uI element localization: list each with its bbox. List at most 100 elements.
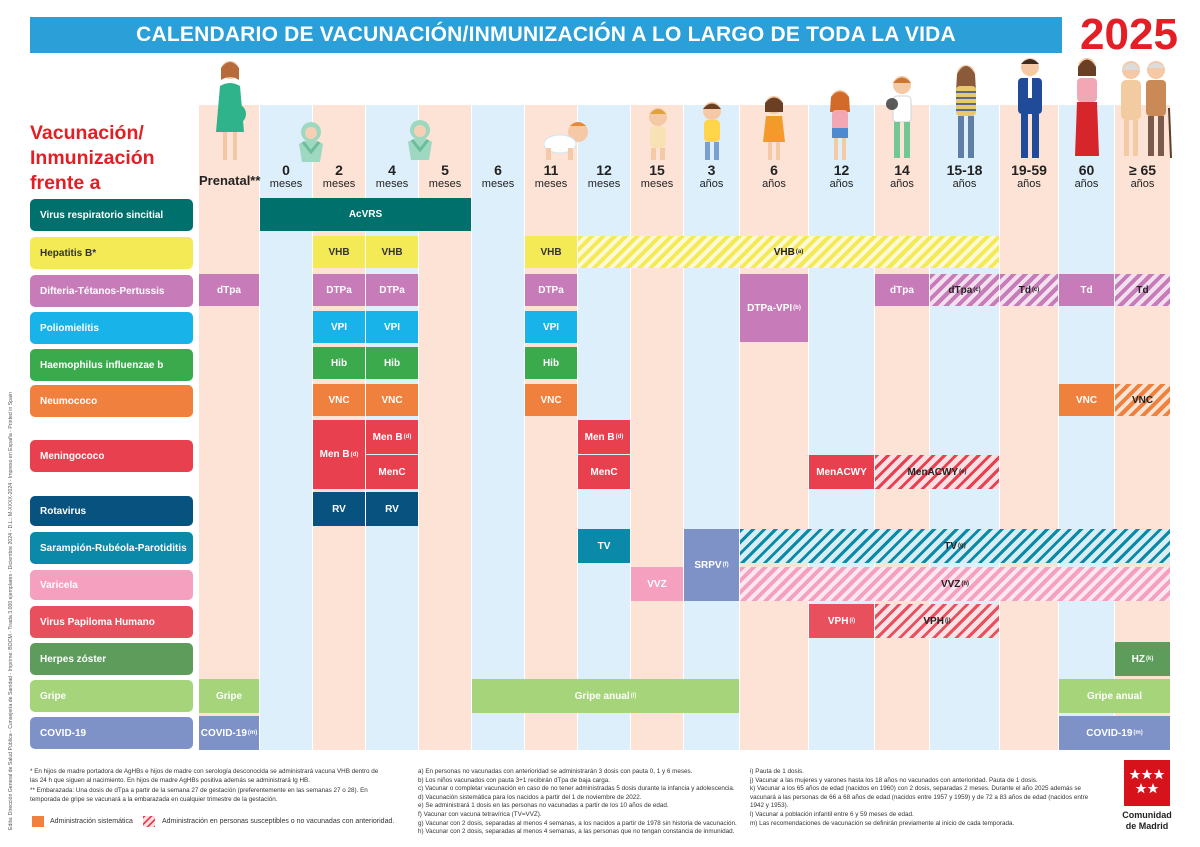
vaccine-cell-menc-4m: MenC xyxy=(366,455,418,489)
vaccine-label: Men B xyxy=(319,449,350,460)
disease-label-dtp: Difteria-Tétanos-Pertussis xyxy=(30,275,193,307)
disease-label-text: Neumococo xyxy=(40,395,98,407)
age-number: 60 xyxy=(1078,162,1095,178)
vaccine-cell-vpi-2m: VPI xyxy=(313,311,365,343)
vaccine-cell-srpv-3a: SRPV (f) xyxy=(684,529,739,601)
age-number: 15-18 xyxy=(946,162,983,178)
footnote-i: i) Pauta de 1 dosis. xyxy=(750,768,804,775)
footnote-mark: (b) xyxy=(793,305,801,311)
age-header-5-meses: 5 meses xyxy=(419,162,471,194)
vaccine-cell-vnc-65: VNC xyxy=(1115,384,1170,416)
age-header-15-meses: 15 meses xyxy=(631,162,683,194)
vaccine-cell-menb-4m: Men B (d) xyxy=(366,420,418,454)
legend-solid-label: Administración sistemática xyxy=(50,818,133,825)
disease-label-text: Rotavirus xyxy=(40,505,87,517)
legend-swatch-hatched xyxy=(143,816,155,827)
column-6-anos xyxy=(740,105,808,750)
print-credits: Edita: Dirección General de Salud Públic… xyxy=(8,392,16,830)
footnote-l: l) Vacunar a población infantil entre 6 … xyxy=(750,810,914,818)
disease-label-text: Sarampión-Rubéola-Parotiditis xyxy=(40,542,187,554)
vaccine-label: VNC xyxy=(540,394,562,406)
vaccine-label: RV xyxy=(385,503,399,515)
footnote-m: m) Las recomendaciones de vacunación se … xyxy=(750,819,1015,827)
age-number: Prenatal** xyxy=(199,173,261,188)
vaccine-cell-rv-4m: RV xyxy=(366,492,418,526)
disease-label-meningococo: Meningococo xyxy=(30,440,193,472)
footnote-b: b) Los niños vacunados con pauta 3+1 rec… xyxy=(418,776,611,784)
vaccine-cell-menc-12m: MenC xyxy=(578,455,630,489)
age-header-12-anos: 12 años xyxy=(809,162,874,194)
vaccine-label: COVID-19 xyxy=(1086,727,1133,739)
footnotes-middle: a) En personas no vacunadas con anterior… xyxy=(418,768,738,837)
footnote-mark: (j) xyxy=(944,618,951,624)
footnote-mark: (m) xyxy=(247,730,258,736)
column-14-anos xyxy=(875,105,929,750)
age-unit: años xyxy=(1130,178,1155,190)
vaccine-label: Hib xyxy=(542,357,560,369)
vaccine-label: VPI xyxy=(330,321,348,333)
disease-label-hib: Haemophilus influenzae b xyxy=(30,349,193,381)
disease-label-neumococo: Neumococo xyxy=(30,385,193,417)
vaccine-cell-vhb-catchup: VHB (a) xyxy=(578,236,999,268)
vaccine-label: TV xyxy=(597,540,611,552)
age-header-3-anos: 3 años xyxy=(684,162,739,194)
disease-label-text: Herpes zóster xyxy=(40,653,107,665)
disease-label-text: Poliomielitis xyxy=(40,322,99,334)
age-number: 6 xyxy=(494,162,502,178)
pregnant-woman-figure xyxy=(216,61,246,160)
vaccine-label: MenACWY xyxy=(907,466,959,478)
vaccine-label: AcVRS xyxy=(348,209,383,220)
column-prenatal xyxy=(199,105,259,750)
vaccine-label: dTpa xyxy=(217,284,241,296)
vaccine-label: Gripe anual xyxy=(1086,690,1142,702)
disease-label-text: Varicela xyxy=(40,579,78,591)
vaccine-cell-covid-60: COVID-19 (m) xyxy=(1059,716,1170,750)
vaccine-label: VVZ xyxy=(940,578,961,590)
crawling-baby-figure xyxy=(543,122,588,160)
age-unit: meses xyxy=(640,178,674,190)
footnote-a: a) En personas no vacunadas con anterior… xyxy=(418,768,693,775)
vaccine-label: VHB xyxy=(540,246,562,258)
vaccine-label: COVID-19 xyxy=(200,727,247,739)
footnote-mark: (d) xyxy=(615,434,624,440)
age-header-12-meses: 12 meses xyxy=(578,162,630,194)
disease-label-text: Difteria-Tétanos-Pertussis xyxy=(40,285,165,297)
vaccine-cell-vvz-catchup: VVZ (h) xyxy=(740,567,1170,601)
vaccine-cell-tv-12m: TV xyxy=(578,529,630,563)
column-12-anos xyxy=(809,105,874,750)
vaccine-label: RV xyxy=(332,503,346,515)
vaccine-label: VPH xyxy=(827,615,849,627)
disease-label-gripe: Gripe xyxy=(30,680,193,712)
vaccine-label: VHB xyxy=(773,246,795,258)
age-number: 2 xyxy=(335,162,343,178)
footnote-mark: (k) xyxy=(1146,656,1154,662)
footnote-e: e) Se administrará 1 dosis en las person… xyxy=(418,802,669,810)
age-unit: meses xyxy=(481,178,515,190)
toddler-figure-15 xyxy=(649,108,667,160)
age-unit: años xyxy=(890,178,914,190)
age-unit: meses xyxy=(428,178,462,190)
disease-label-vph: Virus Papiloma Humano xyxy=(30,606,193,638)
vaccine-label: VVZ xyxy=(647,578,667,590)
age-header-0-meses: 0 meses xyxy=(260,162,312,194)
vaccine-cell-menacwy-catchup: MenACWY (e) xyxy=(875,455,999,489)
vaccine-label: VNC xyxy=(381,394,403,406)
vaccine-label: HZ xyxy=(1131,653,1145,665)
footnote-mark: (d) xyxy=(350,451,359,458)
age-number: 19-59 xyxy=(1011,162,1047,178)
vaccine-label: DTPa xyxy=(326,284,352,296)
vaccine-cell-td-catchup: Td (c) xyxy=(1000,274,1058,306)
footnote-mark: (g) xyxy=(958,543,966,549)
footnote-c: c) Vacunar o completar vacunación en cas… xyxy=(418,785,735,793)
age-number: 11 xyxy=(543,162,559,178)
vaccine-cell-dtpa-2m: DTPa xyxy=(313,274,365,306)
vaccine-cell-dtpa-vpi: DTPa-VPI (b) xyxy=(740,274,808,342)
age-header-prenatal: Prenatal** xyxy=(199,173,261,205)
vaccine-label: VPI xyxy=(383,321,401,333)
child-figure-3 xyxy=(703,102,721,160)
disease-label-text: Meningococo xyxy=(40,450,105,462)
vaccine-cell-vnc-60: VNC xyxy=(1059,384,1114,416)
vaccine-label: Hib xyxy=(383,357,401,369)
footnote-mark: (d) xyxy=(403,434,412,440)
footnote-k: k) Vacunar a los 65 años de edad (nacido… xyxy=(750,785,1089,810)
